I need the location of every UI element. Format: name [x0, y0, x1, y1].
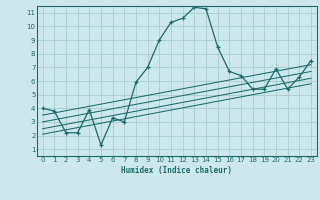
- X-axis label: Humidex (Indice chaleur): Humidex (Indice chaleur): [121, 166, 232, 175]
